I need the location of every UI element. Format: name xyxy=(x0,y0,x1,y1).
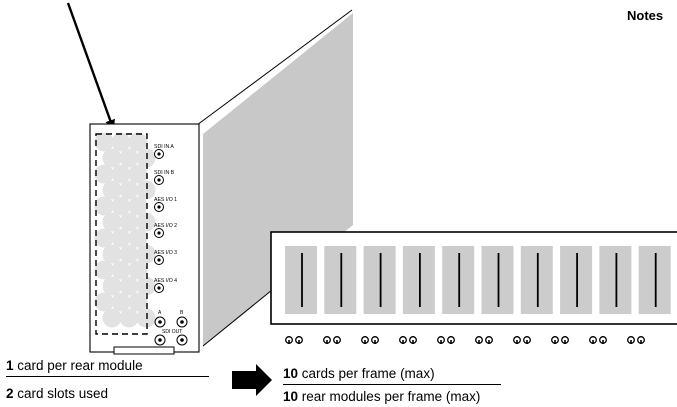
frame-slots xyxy=(285,246,671,314)
output-label-sdi-out: SDI OUT xyxy=(162,329,182,335)
vent-circle xyxy=(119,308,139,328)
frame-slot xyxy=(324,246,357,314)
vent-circle xyxy=(102,212,122,232)
connector-label: AES I/O 4 xyxy=(154,278,177,284)
vent-circle xyxy=(111,292,131,312)
card-top-edge xyxy=(196,9,353,126)
output-connector-a-inner xyxy=(158,320,162,324)
slots-used-count: 2 xyxy=(6,386,14,401)
vent-circle xyxy=(128,196,148,216)
vent-circle xyxy=(119,244,139,264)
vent-circle xyxy=(94,196,114,216)
output-connector-d-inner xyxy=(180,338,184,342)
frame-slot xyxy=(481,246,514,314)
vent-circle xyxy=(111,260,131,280)
cards-per-frame-count: 10 xyxy=(283,366,299,381)
vent-circle xyxy=(128,164,148,184)
connector-label: AES I/O 1 xyxy=(154,197,177,203)
frame-slot xyxy=(599,246,632,314)
output-connector-b-inner xyxy=(180,320,184,324)
bnc-connector-pin xyxy=(157,231,161,235)
frame-slot xyxy=(442,246,475,314)
rear-modules-per-frame-text: rear modules per frame (max) xyxy=(298,389,481,404)
card-panel xyxy=(203,13,353,346)
vent-circle xyxy=(102,180,122,200)
notes-heading: Notes xyxy=(627,8,664,23)
vent-circle xyxy=(136,180,156,200)
right-caption-line-1: 10 cards per frame (max) xyxy=(283,366,435,382)
bnc-connector-pin xyxy=(157,178,161,182)
bnc-connector-pin xyxy=(157,286,161,290)
vent-circle xyxy=(136,212,156,232)
slots-used-text: card slots used xyxy=(13,386,109,401)
frame-slot xyxy=(402,246,435,314)
vent-circle xyxy=(128,260,148,280)
vent-circle xyxy=(136,244,156,264)
bnc-connector-pin xyxy=(157,258,161,262)
frame-slot xyxy=(560,246,593,314)
card-bottom-edge xyxy=(202,289,273,347)
rear-module-foot xyxy=(113,346,175,355)
vent-circle xyxy=(94,164,114,184)
connector-label: AES I/O 3 xyxy=(154,250,177,256)
vent-circle xyxy=(128,132,148,152)
vent-circle xyxy=(119,276,139,296)
bnc-connector-pin xyxy=(157,152,161,156)
vent-circle xyxy=(102,276,122,296)
vent-pattern xyxy=(94,132,156,328)
vent-circle xyxy=(128,292,148,312)
cards-per-frame-text: cards per frame (max) xyxy=(298,366,435,381)
frame-connector-row xyxy=(285,336,645,344)
vent-circle xyxy=(128,228,148,248)
vent-circle xyxy=(94,132,114,152)
right-caption-divider xyxy=(283,384,501,385)
vent-circle xyxy=(119,180,139,200)
card-slot-outline xyxy=(95,133,148,335)
output-connector-c-inner xyxy=(158,338,162,342)
vent-circle xyxy=(136,308,156,328)
cards-per-module-count: 1 xyxy=(6,358,14,373)
vent-circle xyxy=(102,308,122,328)
connector-label: SDI IN B xyxy=(154,170,175,176)
output-label-b: B xyxy=(180,310,184,316)
right-caption-line-2: 10 rear modules per frame (max) xyxy=(283,389,480,405)
vent-circle xyxy=(119,212,139,232)
vent-circle xyxy=(136,148,156,168)
vent-circle xyxy=(94,292,114,312)
frame-slot xyxy=(520,246,553,314)
connector-column: SDI IN A SDI IN B AES I/O 1 AES I/O 2 AES I/… xyxy=(154,144,177,293)
vent-circle xyxy=(111,196,131,216)
frame-slot xyxy=(638,246,671,314)
vent-circle xyxy=(111,132,131,152)
cards-per-module-text: card per rear module xyxy=(13,358,143,373)
bnc-connector-pin xyxy=(157,205,161,209)
connector-label: AES I/O 2 xyxy=(154,223,177,229)
left-caption-divider xyxy=(6,376,209,377)
connector-label: SDI IN A xyxy=(154,144,174,150)
frame xyxy=(270,231,677,344)
pointer-arrow xyxy=(66,2,115,130)
output-label-a: A xyxy=(158,310,162,316)
vent-circle xyxy=(111,228,131,248)
frame-slot xyxy=(285,246,317,314)
vent-circle xyxy=(94,260,114,280)
rear-module: SDI IN A SDI IN B AES I/O 1 AES I/O 2 AES I/… xyxy=(89,123,200,355)
rear-modules-per-frame-count: 10 xyxy=(283,389,299,404)
left-caption-line-1: 1 card per rear module xyxy=(6,358,143,374)
left-caption-line-2: 2 card slots used xyxy=(6,386,108,402)
vent-circle xyxy=(119,148,139,168)
frame-slot xyxy=(363,246,396,314)
vent-circle xyxy=(136,276,156,296)
vent-circle xyxy=(94,228,114,248)
vent-circle xyxy=(102,244,122,264)
vent-circle xyxy=(102,148,122,168)
vent-circle xyxy=(111,164,131,184)
block-arrow xyxy=(232,364,272,396)
